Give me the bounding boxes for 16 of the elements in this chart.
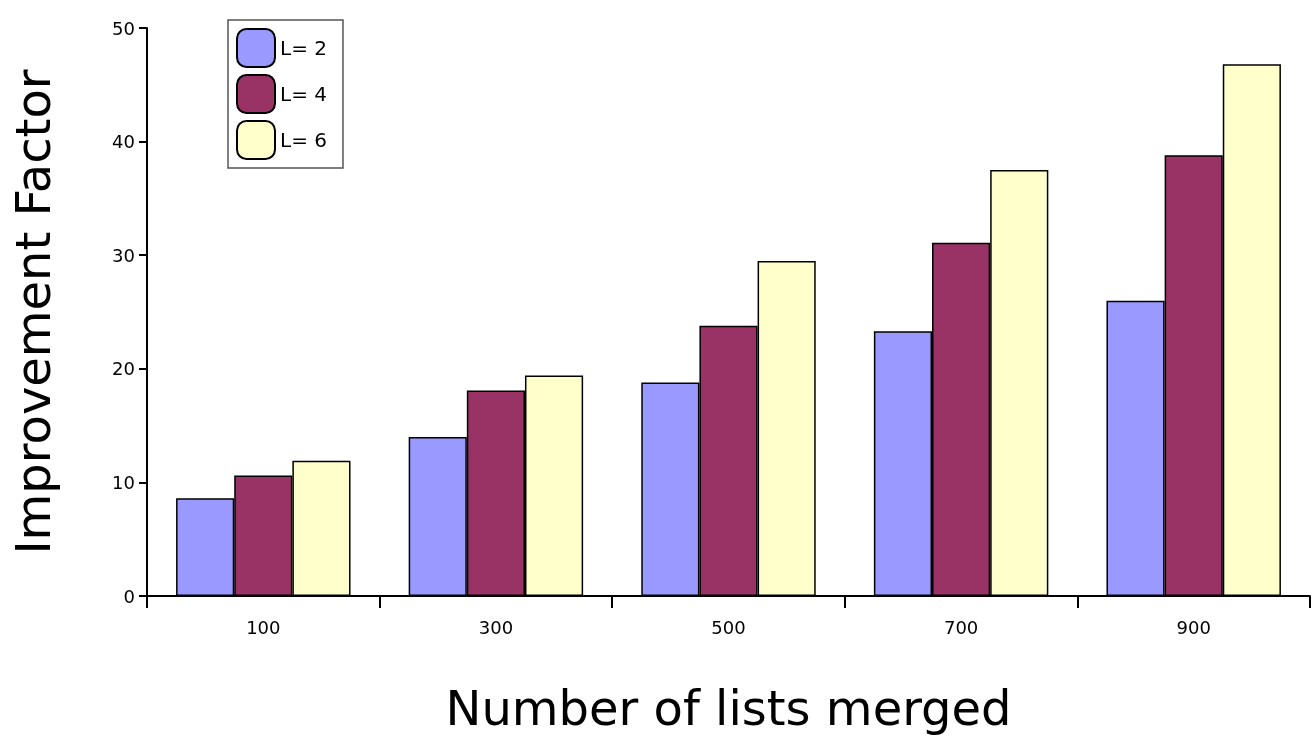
x-tick-label: 300 xyxy=(478,616,514,638)
legend-label: L= 2 xyxy=(280,36,327,60)
y-tick-label: 10 xyxy=(112,471,135,493)
y-tick-label: 30 xyxy=(112,244,135,266)
x-tick-label: 700 xyxy=(943,616,979,638)
legend-label: L= 4 xyxy=(280,82,327,106)
y-tick-label: 50 xyxy=(112,17,135,39)
x-tick-label: 100 xyxy=(246,616,281,638)
x-axis-title: Number of lists merged xyxy=(445,680,1012,736)
x-tick-label: 900 xyxy=(1176,616,1211,638)
y-tick-label: 20 xyxy=(112,358,135,380)
y-tick-label: 0 xyxy=(123,585,135,607)
y-tick-label: 40 xyxy=(112,131,135,153)
legend-label: L= 6 xyxy=(280,128,327,152)
y-axis-title: Improvement Factor xyxy=(5,69,61,555)
x-tick-label: 500 xyxy=(711,616,746,638)
